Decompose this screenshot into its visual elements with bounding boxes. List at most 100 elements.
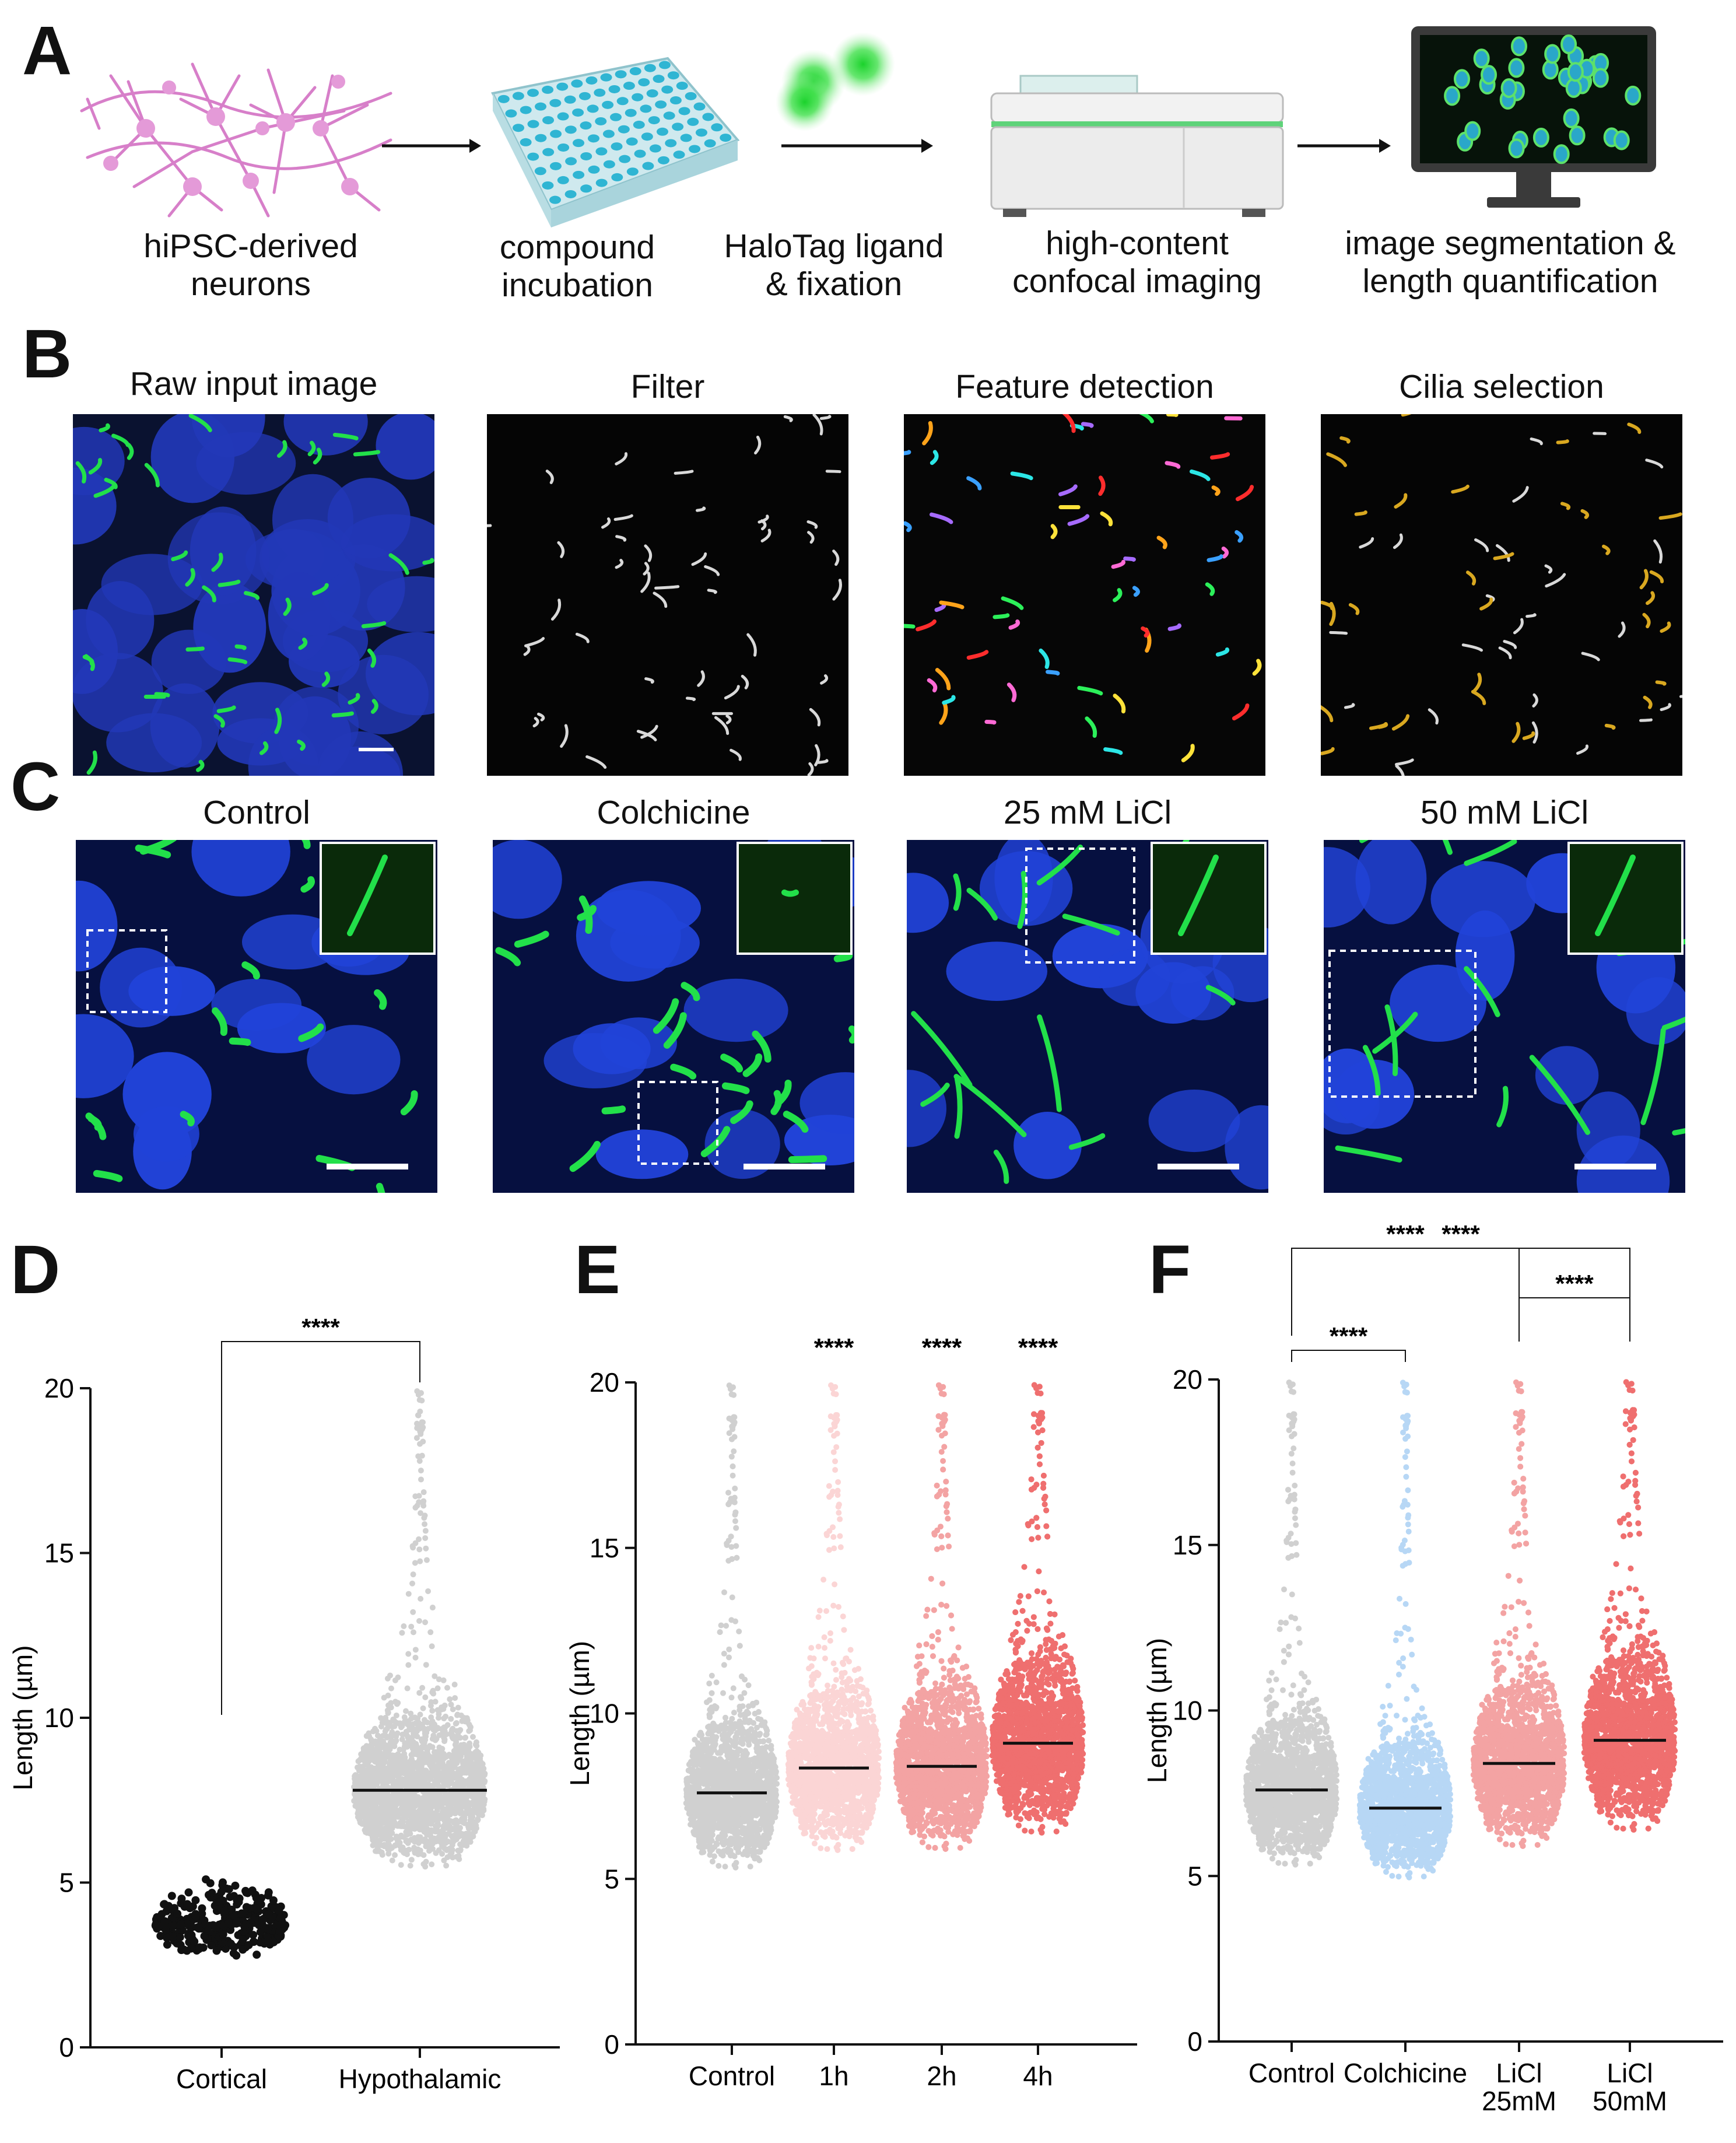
- data-point: [191, 1912, 200, 1921]
- data-point: [469, 1813, 476, 1820]
- workflow-step-label: image segmentation & length quantificati…: [1306, 225, 1714, 300]
- data-point: [461, 1798, 468, 1804]
- data-point: [713, 1705, 719, 1711]
- data-point: [720, 1725, 726, 1731]
- data-point: [422, 1521, 428, 1527]
- data-point: [752, 1820, 759, 1826]
- data-point: [721, 1662, 727, 1668]
- data-point: [376, 1778, 383, 1784]
- data-point: [731, 1421, 737, 1427]
- data-point: [824, 1846, 830, 1853]
- panel-label-e: E: [574, 1235, 620, 1304]
- data-point: [434, 1781, 441, 1787]
- data-point: [264, 1910, 273, 1919]
- data-point: [732, 1509, 739, 1515]
- data-point: [434, 1823, 441, 1830]
- data-point: [720, 1853, 726, 1859]
- data-point: [370, 1811, 376, 1817]
- data-point: [735, 1763, 741, 1769]
- data-point: [732, 1755, 738, 1761]
- data-point: [746, 1717, 753, 1724]
- data-point: [429, 1605, 436, 1611]
- data-point: [387, 1752, 394, 1758]
- y-tick-label: 10: [44, 1703, 74, 1733]
- data-point: [468, 1773, 474, 1779]
- data-point: [393, 1733, 399, 1739]
- data-point: [372, 1725, 378, 1732]
- data-point: [439, 1747, 445, 1753]
- data-point: [160, 1900, 169, 1909]
- data-point: [404, 1685, 411, 1692]
- data-point: [414, 1503, 420, 1509]
- data-point: [412, 1654, 419, 1661]
- data-point: [741, 1780, 748, 1787]
- data-point: [378, 1724, 384, 1730]
- data-point: [698, 1843, 704, 1849]
- data-point: [401, 1810, 407, 1816]
- data-point: [683, 1778, 690, 1785]
- data-point: [413, 1742, 419, 1748]
- data-point: [357, 1765, 363, 1771]
- data-point: [444, 1722, 451, 1728]
- data-point: [370, 1842, 376, 1848]
- data-point: [448, 1715, 454, 1722]
- data-point: [420, 1783, 427, 1790]
- confocal-imager-icon: [990, 75, 1284, 217]
- pipeline-title: Raw input image: [73, 367, 434, 401]
- data-point: [451, 1781, 458, 1788]
- data-point: [269, 1896, 278, 1905]
- data-point: [412, 1493, 419, 1500]
- data-point: [469, 1799, 476, 1805]
- data-point: [360, 1813, 367, 1819]
- data-point: [718, 1622, 724, 1629]
- data-point: [690, 1759, 697, 1765]
- data-point: [374, 1844, 381, 1851]
- data-point: [433, 1850, 439, 1856]
- data-point: [733, 1770, 739, 1777]
- data-point: [403, 1823, 409, 1830]
- data-point: [448, 1777, 454, 1783]
- data-point: [420, 1705, 426, 1711]
- data-point: [465, 1781, 471, 1787]
- data-point: [441, 1715, 447, 1722]
- data-point: [395, 1769, 401, 1776]
- data-point: [422, 1840, 429, 1846]
- data-point: [725, 1732, 731, 1738]
- data-point: [474, 1742, 480, 1749]
- data-point: [375, 1791, 381, 1798]
- data-point: [733, 1543, 739, 1549]
- data-point: [391, 1780, 397, 1786]
- panel-label-c: C: [10, 752, 60, 821]
- data-point: [728, 1454, 735, 1460]
- licl-25mm-micrograph: [907, 840, 1268, 1193]
- data-point: [392, 1843, 398, 1849]
- data-point: [447, 1696, 453, 1703]
- data-point: [405, 1818, 412, 1825]
- data-point: [739, 1741, 746, 1747]
- data-point: [709, 1858, 716, 1865]
- data-point: [370, 1826, 377, 1832]
- data-point: [433, 1751, 440, 1757]
- data-point: [218, 1881, 227, 1890]
- data-point: [457, 1804, 464, 1810]
- data-point: [418, 1468, 424, 1474]
- data-point: [729, 1556, 735, 1562]
- data-point: [407, 1862, 413, 1869]
- data-point: [401, 1623, 407, 1629]
- data-point: [229, 1949, 238, 1958]
- data-point: [730, 1725, 737, 1732]
- data-point: [413, 1726, 419, 1732]
- data-point: [420, 1424, 426, 1431]
- data-point: [207, 1941, 216, 1950]
- data-point: [440, 1815, 447, 1821]
- data-point: [427, 1743, 434, 1750]
- data-point: [749, 1783, 756, 1790]
- data-point: [428, 1820, 434, 1827]
- data-point: [721, 1589, 728, 1595]
- data-point: [398, 1823, 404, 1829]
- data-point: [755, 1783, 761, 1789]
- data-point: [464, 1715, 470, 1721]
- data-point: [410, 1791, 416, 1798]
- data-point: [412, 1826, 418, 1832]
- data-point: [745, 1682, 752, 1689]
